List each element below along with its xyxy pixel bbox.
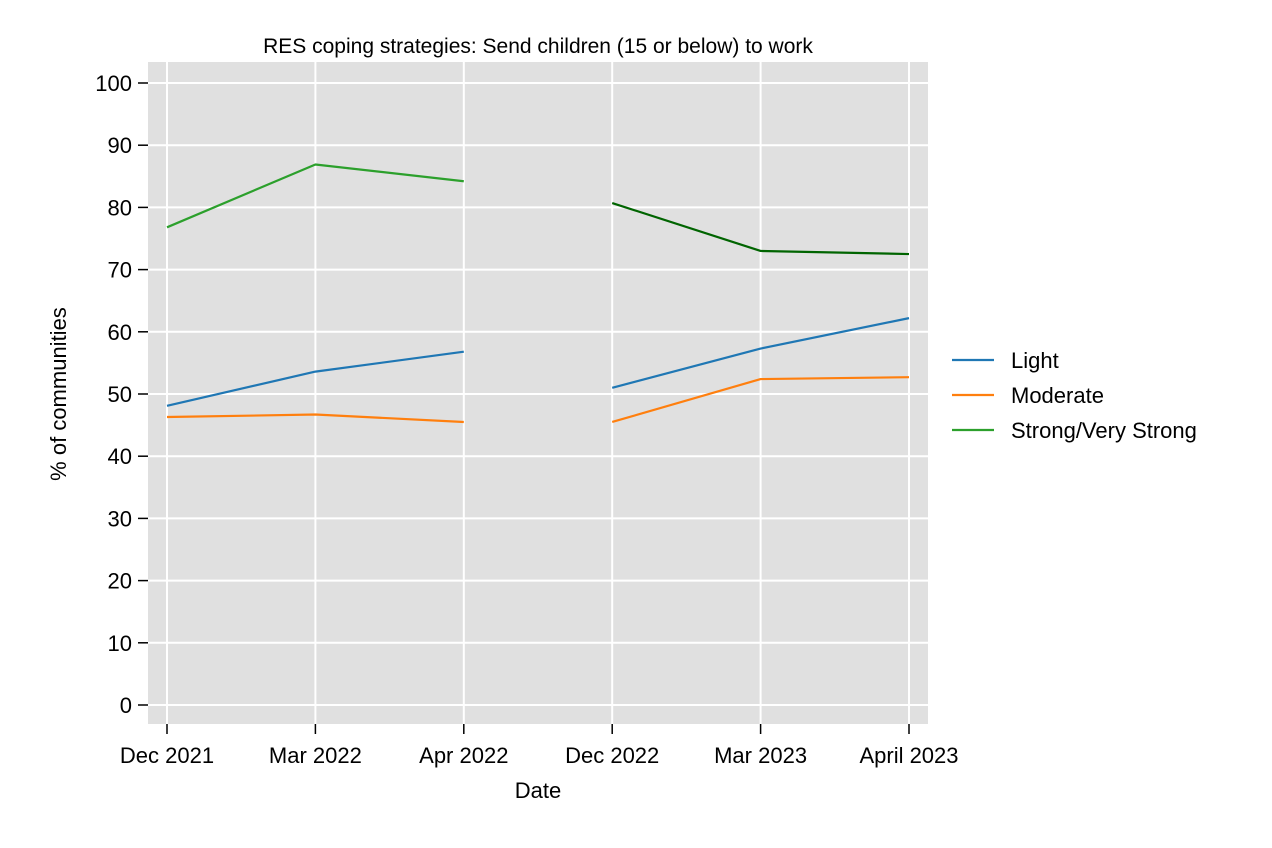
- y-tick-label: 60: [108, 320, 132, 345]
- series-line-moderate: [611, 376, 910, 424]
- x-tick-label: Dec 2021: [120, 743, 214, 768]
- y-tick-label: 80: [108, 195, 132, 220]
- chart-title: RES coping strategies: Send children (15…: [263, 35, 813, 58]
- y-tick-label: 90: [108, 133, 132, 158]
- y-axis: 0 10 20 30 40 50 60 70 80 90 100: [95, 71, 148, 718]
- series-line-light: [611, 317, 910, 389]
- x-axis-title: Date: [515, 778, 561, 803]
- series-line-strong-very-strong: [611, 201, 910, 256]
- y-tick-label: 100: [95, 71, 132, 96]
- legend-label-strong-very-strong: Strong/Very Strong: [1011, 418, 1197, 443]
- x-tick-label: April 2023: [859, 743, 958, 768]
- x-tick-label: Dec 2022: [565, 743, 659, 768]
- y-tick-label: 20: [108, 569, 132, 594]
- y-tick-label: 40: [108, 444, 132, 469]
- series-lines: [166, 163, 910, 424]
- y-tick-label: 10: [108, 631, 132, 656]
- series-line-strong-very-strong: [166, 163, 464, 229]
- y-tick-label: 50: [108, 382, 132, 407]
- series-line-light: [166, 350, 464, 407]
- y-tick-label: 30: [108, 506, 132, 531]
- legend: Light Moderate Strong/Very Strong: [952, 348, 1197, 443]
- series-line-moderate: [166, 413, 464, 424]
- y-gridlines: [148, 82, 928, 706]
- y-tick-label: 0: [120, 693, 132, 718]
- y-axis-title: % of communities: [46, 307, 71, 481]
- x-tick-label: Apr 2022: [419, 743, 508, 768]
- x-tick-label: Mar 2022: [269, 743, 362, 768]
- legend-label-light: Light: [1011, 348, 1059, 373]
- legend-label-moderate: Moderate: [1011, 383, 1104, 408]
- y-tick-label: 70: [108, 258, 132, 283]
- x-tick-label: Mar 2023: [714, 743, 807, 768]
- x-axis: Dec 2021 Mar 2022 Apr 2022 Dec 2022 Mar 2023…: [120, 724, 959, 768]
